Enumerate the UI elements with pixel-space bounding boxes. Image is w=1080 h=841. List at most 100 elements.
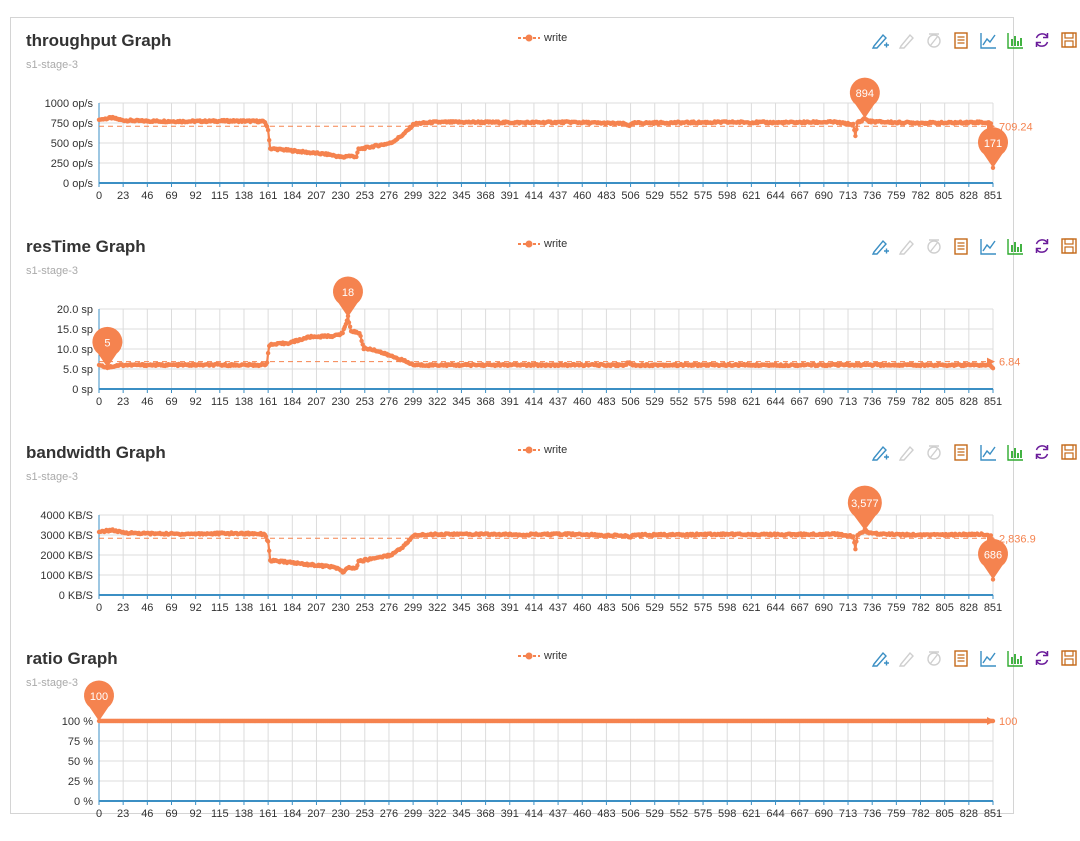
- x-tick-label: 69: [165, 190, 177, 202]
- x-tick-label: 621: [742, 808, 760, 820]
- x-tick-label: 345: [452, 602, 470, 614]
- bar-chart-icon[interactable]: [1005, 648, 1025, 668]
- x-tick-label: 69: [165, 808, 177, 820]
- clear-marks-icon[interactable]: [924, 30, 944, 50]
- mark-line-icon[interactable]: [870, 30, 890, 50]
- x-tick-label: 46: [141, 190, 153, 202]
- restore-icon[interactable]: [1032, 30, 1052, 50]
- erase-mark-icon[interactable]: [897, 236, 917, 256]
- line-chart-icon[interactable]: [978, 30, 998, 50]
- clear-marks-icon[interactable]: [924, 236, 944, 256]
- save-image-icon[interactable]: [1059, 648, 1079, 668]
- y-tick-label: 20.0 sp: [57, 304, 93, 316]
- legend-item-write[interactable]: write: [518, 238, 567, 250]
- max-pin: 894: [849, 77, 880, 119]
- average-mark-label: 2,836.9: [999, 533, 1036, 545]
- x-tick-label: 161: [259, 602, 277, 614]
- y-tick-label: 0 sp: [72, 384, 93, 396]
- mark-line-icon[interactable]: [870, 442, 890, 462]
- restore-icon[interactable]: [1032, 236, 1052, 256]
- x-tick-label: 690: [815, 602, 833, 614]
- mark-line-icon[interactable]: [870, 236, 890, 256]
- legend-item-write[interactable]: write: [518, 444, 567, 456]
- x-tick-label: 506: [621, 190, 639, 202]
- legend-line-icon: [518, 652, 540, 660]
- x-tick-label: 506: [621, 808, 639, 820]
- mark-line-icon[interactable]: [870, 648, 890, 668]
- data-view-icon[interactable]: [951, 442, 971, 462]
- line-chart-icon[interactable]: [978, 442, 998, 462]
- restore-icon[interactable]: [1032, 648, 1052, 668]
- x-tick-label: 368: [476, 808, 494, 820]
- chart-title: ratio Graph: [26, 649, 118, 668]
- x-tick-label: 621: [742, 190, 760, 202]
- bar-chart-icon[interactable]: [1005, 30, 1025, 50]
- x-tick-label: 0: [96, 808, 102, 820]
- save-image-icon[interactable]: [1059, 30, 1079, 50]
- x-tick-label: 253: [356, 396, 374, 408]
- line-chart-icon[interactable]: [978, 648, 998, 668]
- clear-marks-icon[interactable]: [924, 648, 944, 668]
- x-tick-label: 391: [501, 602, 519, 614]
- data-point: [851, 534, 856, 539]
- chart-panel: bandwidth Graph s1-stage-3 write 0 KB/S 1000…: [0, 429, 1080, 635]
- x-tick-label: 782: [911, 190, 929, 202]
- x-tick-label: 759: [887, 602, 905, 614]
- data-view-icon[interactable]: [951, 30, 971, 50]
- chart-subtitle: s1-stage-3: [26, 265, 78, 277]
- data-view-icon[interactable]: [951, 648, 971, 668]
- x-tick-label: 161: [259, 808, 277, 820]
- data-point: [265, 127, 271, 133]
- bar-chart-icon[interactable]: [1005, 442, 1025, 462]
- x-tick-label: 690: [815, 808, 833, 820]
- x-tick-label: 23: [117, 396, 129, 408]
- x-tick-label: 782: [911, 602, 929, 614]
- x-tick-label: 138: [235, 602, 253, 614]
- erase-mark-icon[interactable]: [897, 30, 917, 50]
- x-tick-label: 667: [791, 190, 809, 202]
- x-tick-label: 851: [984, 190, 1002, 202]
- series-points-write: [96, 718, 996, 724]
- save-image-icon[interactable]: [1059, 442, 1079, 462]
- average-mark-label: 6.84: [999, 357, 1020, 369]
- x-tick-label: 391: [501, 396, 519, 408]
- x-tick-label: 184: [283, 396, 301, 408]
- erase-mark-icon[interactable]: [897, 648, 917, 668]
- legend-line-icon: [518, 34, 540, 42]
- x-tick-label: 46: [141, 396, 153, 408]
- x-tick-label: 299: [404, 808, 422, 820]
- save-image-icon[interactable]: [1059, 236, 1079, 256]
- x-tick-label: 483: [597, 190, 615, 202]
- plot-area: 0 op/s 250 op/s 500 op/s 750 op/s 1000 op/s 0…: [45, 77, 1033, 202]
- legend-item-write[interactable]: write: [518, 32, 567, 44]
- x-tick-label: 552: [670, 602, 688, 614]
- erase-mark-icon[interactable]: [897, 442, 917, 462]
- max-pin: 18: [332, 276, 363, 317]
- bar-chart-icon[interactable]: [1005, 236, 1025, 256]
- y-tick-label: 500 op/s: [51, 138, 94, 150]
- x-tick-label: 552: [670, 808, 688, 820]
- x-tick-label: 690: [815, 396, 833, 408]
- toolbox: [870, 236, 1079, 256]
- x-tick-label: 667: [791, 396, 809, 408]
- line-chart-icon[interactable]: [978, 236, 998, 256]
- x-tick-label: 115: [211, 396, 229, 408]
- x-tick-label: 138: [235, 396, 253, 408]
- x-tick-label: 322: [428, 808, 446, 820]
- x-tick-label: 115: [211, 602, 229, 614]
- clear-marks-icon[interactable]: [924, 442, 944, 462]
- x-tick-label: 299: [404, 190, 422, 202]
- average-mark-arrow: [987, 717, 995, 725]
- data-point: [355, 150, 360, 155]
- data-point: [853, 133, 858, 139]
- x-tick-label: 0: [96, 602, 102, 614]
- toolbox: [870, 648, 1079, 668]
- legend-item-write[interactable]: write: [518, 650, 567, 662]
- x-tick-label: 529: [646, 602, 664, 614]
- data-view-icon[interactable]: [951, 236, 971, 256]
- x-tick-label: 529: [646, 808, 664, 820]
- x-tick-label: 460: [573, 808, 591, 820]
- x-tick-label: 575: [694, 396, 712, 408]
- restore-icon[interactable]: [1032, 442, 1052, 462]
- data-point: [854, 127, 859, 132]
